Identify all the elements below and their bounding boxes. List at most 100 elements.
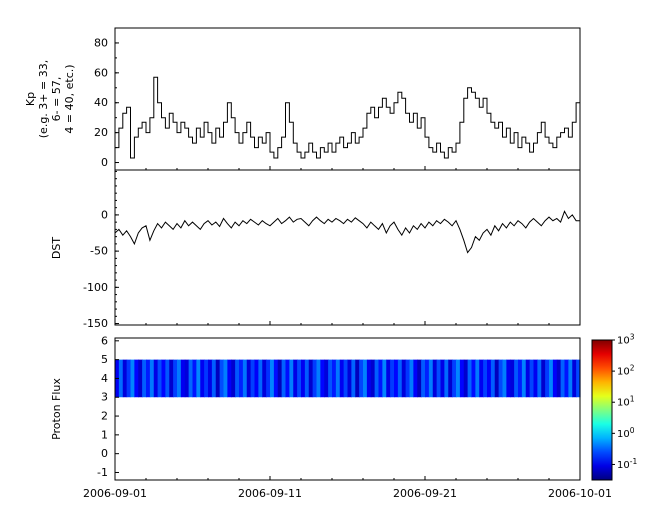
proton-flux-panel: -1 0 1 2 3 4 5 6 <box>97 334 581 481</box>
x-tick-label: 2006-09-01 <box>83 487 147 500</box>
y-axis-titles: Kp (e.g. 3+ = 33, 6- = 57, 4 = 40, etc.)… <box>24 60 76 440</box>
heatmap-stripe <box>320 359 325 398</box>
heatmap-stripe <box>533 359 538 398</box>
heatmap-stripe <box>401 359 407 398</box>
colorbar-tick-label: 102 <box>617 364 635 378</box>
kp-ylabel-line: Kp <box>24 92 37 106</box>
heatmap-stripe <box>277 359 283 398</box>
heatmap-stripe <box>421 359 426 398</box>
heatmap-stripe <box>180 359 186 398</box>
y-tick-label: 0 <box>101 156 108 169</box>
heatmap-stripe <box>366 359 372 398</box>
heatmap-stripe <box>208 359 213 398</box>
heatmap-stripe <box>188 359 194 398</box>
x-tick-label: 2006-09-21 <box>393 487 457 500</box>
heatmap-stripe <box>541 359 546 398</box>
heatmap-stripe <box>328 359 333 398</box>
heatmap-stripe <box>413 359 418 398</box>
heatmap-stripe <box>293 359 298 398</box>
heatmap-stripe <box>254 359 259 398</box>
heatmap-stripe <box>231 359 236 398</box>
heatmap-stripe <box>518 359 523 398</box>
heatmap-stripe <box>242 359 248 398</box>
heatmap-stripe <box>169 359 174 398</box>
heatmap-stripe <box>215 359 221 398</box>
heatmap-stripe <box>378 359 383 398</box>
heatmap-stripe <box>494 359 500 398</box>
heatmap-stripe <box>281 359 287 398</box>
heatmap-stripe <box>560 359 566 398</box>
kp-ylabel-line: 6- = 57, <box>50 77 63 122</box>
kp-ylabel-line: 4 = 40, etc.) <box>63 64 76 133</box>
heatmap-stripe <box>153 359 159 398</box>
heatmap-stripe <box>308 359 314 398</box>
heatmap-stripe <box>355 359 360 398</box>
heatmap-stripe <box>525 359 531 398</box>
heatmap-stripe <box>316 359 321 398</box>
heatmap-stripe <box>335 359 341 398</box>
x-axis-tick-labels: 2006-09-01 2006-09-11 2006-09-21 2006-10… <box>83 487 612 500</box>
heatmap-stripe <box>285 359 290 398</box>
heatmap-stripe <box>374 359 380 398</box>
heatmap-stripe <box>444 359 449 398</box>
heatmap-stripe <box>475 359 480 398</box>
heatmap-stripe <box>165 359 170 398</box>
axis-box <box>114 27 581 171</box>
y-tick-label: 3 <box>101 391 108 404</box>
heatmap-stripe <box>397 359 403 398</box>
heatmap-stripe <box>146 359 151 398</box>
heatmap-stripe <box>304 359 310 398</box>
heatmap-stripe <box>390 359 395 398</box>
y-tick-label: 6 <box>101 334 108 347</box>
x-tick-label: 2006-09-11 <box>238 487 302 500</box>
heatmap-stripe <box>262 359 267 398</box>
y-tick-label: 80 <box>94 36 108 49</box>
dst-panel: 0 -50 -100 -150 <box>83 169 581 330</box>
colorbar-tick-label: 101 <box>617 395 635 409</box>
heatmap-stripe <box>370 359 376 398</box>
dst-ylabel: DST <box>50 237 63 259</box>
heatmap-stripe <box>138 359 143 398</box>
heatmap-stripe <box>363 359 368 398</box>
heatmap-stripe <box>440 359 445 398</box>
heatmap-stripe <box>289 359 294 398</box>
heatmap-stripe <box>405 359 411 398</box>
y-tick-label: 2 <box>101 410 108 423</box>
heatmap-stripe <box>196 359 201 398</box>
heatmap-stripe <box>436 359 442 398</box>
heatmap-stripe <box>386 359 391 398</box>
heatmap-stripe <box>211 359 217 398</box>
y-tick-label: -100 <box>83 281 108 294</box>
y-tick-label: -150 <box>83 317 108 330</box>
heatmap-stripe <box>273 359 279 398</box>
heatmap-stripe <box>463 359 469 398</box>
heatmap-stripe <box>246 359 252 398</box>
kp-panel: 0 20 40 60 80 <box>94 27 581 171</box>
heatmap-stripe <box>332 359 337 398</box>
heatmap-stripe <box>297 359 302 398</box>
y-tick-label: 5 <box>101 353 108 366</box>
proton-flux-ylabel: Proton Flux <box>50 378 63 440</box>
y-tick-label: -1 <box>97 466 108 479</box>
y-tick-label: 20 <box>94 126 108 139</box>
y-tick-label: 40 <box>94 96 108 109</box>
heatmap-stripe <box>564 359 569 398</box>
heatmap-stripe <box>521 359 527 398</box>
heatmap-stripe <box>173 359 178 398</box>
heatmap-stripe <box>498 359 504 398</box>
heatmap-stripe <box>428 359 434 398</box>
heatmap-stripe <box>483 359 488 398</box>
heatmap-stripe <box>448 359 453 398</box>
heatmap-stripe <box>529 359 535 398</box>
heatmap-stripe <box>250 359 256 398</box>
heatmap-stripe <box>417 359 422 398</box>
axis-box <box>114 169 581 326</box>
heatmap-stripe <box>552 359 558 398</box>
heatmap-stripe <box>227 359 232 398</box>
y-tick-label: -50 <box>90 245 108 258</box>
y-tick-label: 4 <box>101 372 108 385</box>
heatmap-stripe <box>204 359 209 398</box>
heatmap-stripe <box>432 359 438 398</box>
heatmap-stripe <box>394 359 399 398</box>
